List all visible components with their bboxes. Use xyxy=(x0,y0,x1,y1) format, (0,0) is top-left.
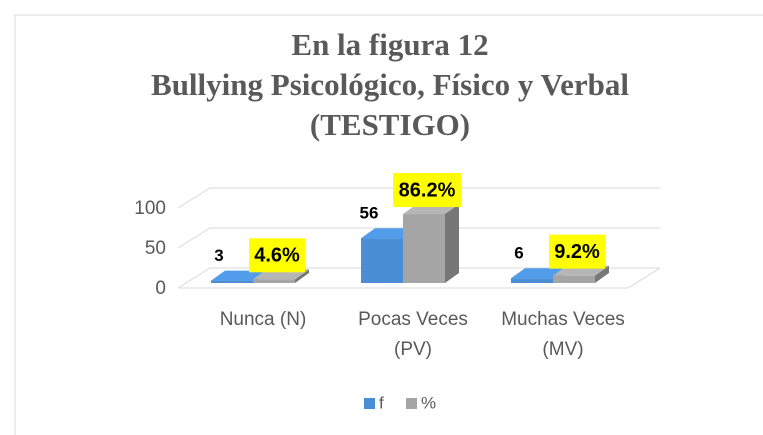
chart-title: En la figura 12 xyxy=(291,27,488,62)
bar xyxy=(511,278,553,283)
y-tick-label: 100 xyxy=(134,198,166,219)
y-tick-label: 50 xyxy=(145,238,166,259)
x-tick-label: Muchas Veces (MV) xyxy=(501,309,625,360)
legend-swatch xyxy=(364,398,375,409)
legend-label: % xyxy=(421,393,436,412)
data-label: 56 xyxy=(360,204,379,223)
bar xyxy=(211,280,253,283)
grid-line xyxy=(177,187,660,209)
chart-border xyxy=(14,14,763,435)
legend-label: f xyxy=(379,393,384,412)
data-label: 3 xyxy=(214,246,223,265)
data-label: 9.2% xyxy=(554,241,600,263)
y-tick-label: 0 xyxy=(155,278,166,299)
floor-edge xyxy=(627,267,661,289)
bar-top xyxy=(211,270,267,281)
bar-side xyxy=(295,269,309,283)
bar xyxy=(253,279,295,283)
x-tick-label: Nunca (N) xyxy=(219,309,307,330)
bar-side xyxy=(445,204,459,283)
bar-side xyxy=(595,265,609,283)
data-label-bg xyxy=(549,234,605,269)
chart-title: Bullying Psicológico, Físico y Verbal xyxy=(151,67,629,102)
grid-line xyxy=(177,267,660,289)
bar xyxy=(361,238,403,283)
data-label: 86.2% xyxy=(399,179,456,201)
grid-line xyxy=(177,227,660,249)
chart-title: (TESTIGO) xyxy=(310,107,470,142)
bar xyxy=(403,214,445,283)
bar xyxy=(553,275,595,283)
data-label: 4.6% xyxy=(254,245,300,267)
data-label: 6 xyxy=(514,244,523,263)
data-label-bg xyxy=(249,238,305,273)
x-tick-label: Pocas Veces (PV) xyxy=(358,309,468,360)
legend-swatch xyxy=(406,398,417,409)
data-label-bg xyxy=(393,173,461,208)
